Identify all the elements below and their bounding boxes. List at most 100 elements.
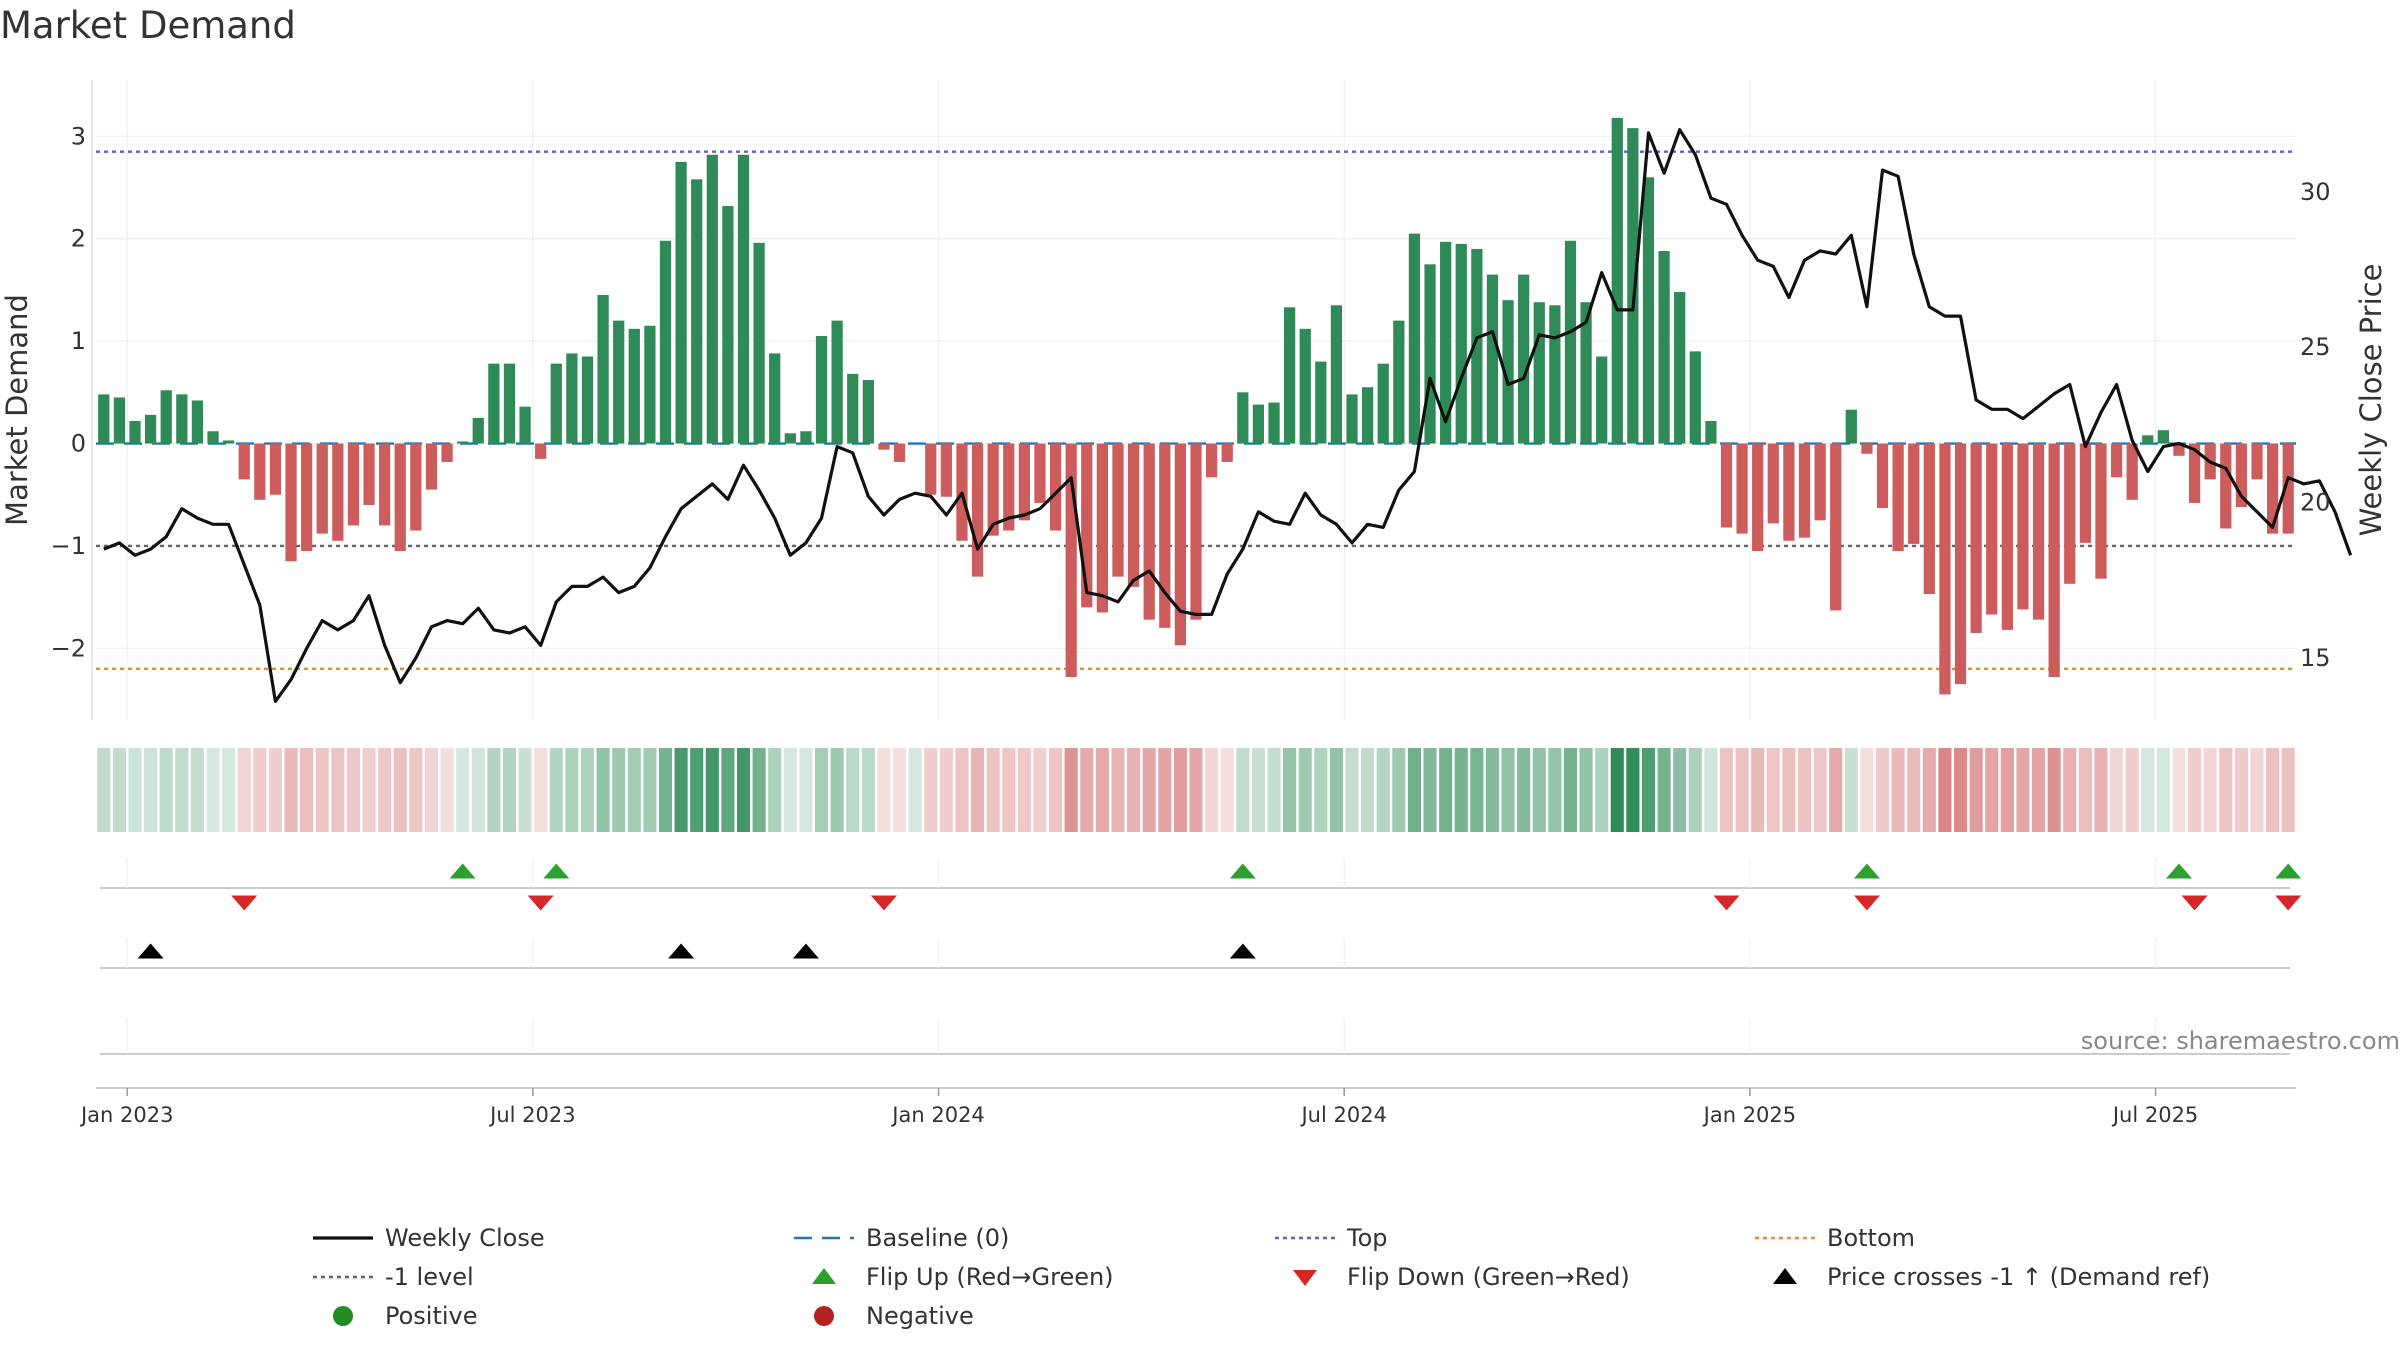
heatmap-cell xyxy=(1735,748,1749,832)
demand-bar xyxy=(784,433,796,444)
heatmap-cell xyxy=(471,748,485,832)
heatmap-cell xyxy=(1251,748,1265,832)
demand-bar xyxy=(1939,443,1951,695)
demand-bar xyxy=(238,443,250,480)
date-tick-label: Jul 2025 xyxy=(2111,1103,2198,1127)
demand-bar xyxy=(581,356,594,444)
heatmap-cell xyxy=(1829,748,1843,832)
demand-bar xyxy=(2110,443,2123,478)
demand-bar xyxy=(1455,243,1467,444)
flip-down-marker xyxy=(1853,895,1880,911)
heatmap-cell xyxy=(1907,748,1921,832)
demand-bar xyxy=(410,443,422,531)
demand-bar xyxy=(1065,443,1077,677)
demand-bar xyxy=(2251,443,2263,480)
demand-bar xyxy=(1330,305,1343,444)
chart-title: Market Demand xyxy=(0,4,296,47)
demand-bar xyxy=(1970,443,1982,633)
heatmap-cell xyxy=(393,748,407,832)
heatmap-cell xyxy=(1049,748,1063,832)
heatmap-cell xyxy=(1329,748,1343,832)
legend-item: Weekly Close xyxy=(313,1224,545,1252)
heatmap-cell xyxy=(1392,748,1406,832)
heatmap-cell xyxy=(1127,748,1141,832)
demand-bar xyxy=(1580,302,1592,444)
heatmap-cell xyxy=(1454,748,1468,832)
demand-bar xyxy=(1549,305,1561,444)
flip-down-marker xyxy=(1713,895,1740,911)
demand-bar xyxy=(659,240,672,444)
demand-bar xyxy=(503,363,516,444)
heatmap-cell xyxy=(1673,748,1687,832)
heatmap-cell xyxy=(534,748,548,832)
legend-label: -1 level xyxy=(385,1263,474,1291)
legend-label: Baseline (0) xyxy=(866,1224,1009,1252)
demand-bar xyxy=(1221,443,1233,462)
source-label: source: sharemaestro.com xyxy=(2081,1027,2400,1055)
demand-bar xyxy=(1627,128,1639,444)
demand-bar xyxy=(425,443,438,490)
legend-item: Top xyxy=(1275,1224,1388,1252)
heatmap-cell xyxy=(346,748,360,832)
heatmap-cell xyxy=(814,748,829,832)
heatmap-cell xyxy=(1938,748,1952,832)
demand-bar xyxy=(332,443,344,541)
heatmap-cell xyxy=(986,748,1000,832)
heatmap-cell xyxy=(1423,748,1437,832)
flip-up-marker xyxy=(543,863,570,879)
heatmap-cell xyxy=(268,748,282,832)
heatmap-cell xyxy=(658,748,673,832)
demand-bar xyxy=(1767,443,1779,524)
legend-swatch xyxy=(1293,1270,1317,1286)
heatmap-cell xyxy=(1173,748,1187,832)
heatmap-cell xyxy=(97,748,111,832)
demand-tick-label: −1 xyxy=(51,532,86,560)
heatmap-cell xyxy=(1969,748,1983,832)
demand-bar xyxy=(753,242,765,444)
demand-bar xyxy=(223,440,235,444)
heatmap-cell xyxy=(565,748,579,832)
flip-down-marker xyxy=(2275,895,2302,911)
heatmap-cell xyxy=(487,748,501,832)
demand-bar xyxy=(2095,443,2107,579)
demand-bar xyxy=(815,336,828,444)
heatmap-cell xyxy=(1953,748,1968,832)
demand-bar xyxy=(1252,404,1265,444)
demand-bar xyxy=(1892,443,1904,552)
heatmap-cell xyxy=(1158,748,1172,832)
legend-swatch xyxy=(814,1306,834,1326)
flip-up-marker xyxy=(1853,863,1880,879)
heatmap-cell xyxy=(190,748,204,832)
demand-bar xyxy=(441,443,453,462)
demand-tick-label: −2 xyxy=(51,634,86,662)
heatmap-cell xyxy=(1610,748,1624,832)
heatmap-cell xyxy=(1033,748,1047,832)
demand-bar xyxy=(1954,443,1967,685)
heatmap-cell xyxy=(752,748,766,832)
heatmap-cell xyxy=(674,748,688,832)
demand-bar xyxy=(1174,443,1187,646)
heatmap-cell xyxy=(2141,748,2155,832)
demand-bar xyxy=(1237,392,1249,444)
heatmap-cell xyxy=(1220,748,1234,832)
demand-bar xyxy=(2001,443,2013,630)
heatmap-cell xyxy=(580,748,595,832)
demand-bar xyxy=(2017,443,2029,610)
demand-bar xyxy=(1798,443,1811,538)
demand-bar xyxy=(1720,443,1733,528)
legend-label: Bottom xyxy=(1827,1224,1915,1252)
demand-bar xyxy=(1112,443,1124,577)
demand-bar xyxy=(1876,443,1889,509)
demand-bar xyxy=(347,443,360,526)
demand-axis-ticks: −2 −1 0 1 2 3 xyxy=(51,122,86,662)
heatmap-cell xyxy=(705,748,719,832)
heatmap-cell xyxy=(1657,748,1671,832)
demand-bar xyxy=(1081,443,1093,608)
demand-bar xyxy=(2064,443,2076,584)
legend-label: Flip Down (Green→Red) xyxy=(1347,1263,1630,1291)
heatmap-cell xyxy=(159,748,173,832)
heatmap-cell xyxy=(2188,748,2202,832)
heatmap-cell xyxy=(955,748,969,832)
heatmap-cell xyxy=(846,748,860,832)
